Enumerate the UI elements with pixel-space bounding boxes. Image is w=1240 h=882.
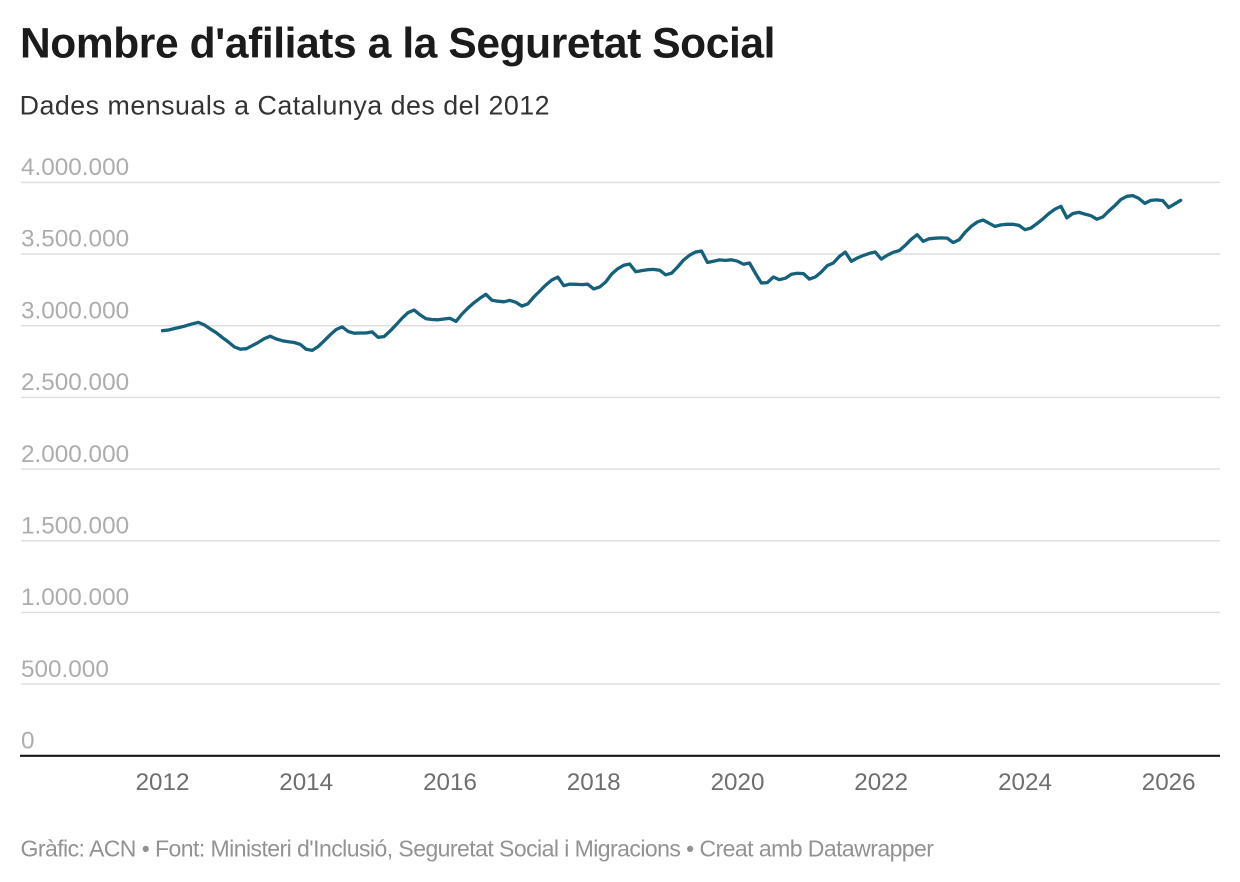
svg-text:Dades mensuals a Catalunya des: Dades mensuals a Catalunya des del 2012: [20, 91, 550, 121]
svg-text:2014: 2014: [279, 769, 333, 796]
svg-text:2018: 2018: [567, 769, 621, 796]
svg-text:3.500.000: 3.500.000: [21, 226, 129, 253]
svg-text:2.000.000: 2.000.000: [21, 441, 129, 468]
svg-text:500.000: 500.000: [21, 656, 109, 683]
svg-text:4.000.000: 4.000.000: [21, 154, 129, 181]
svg-text:2026: 2026: [1142, 769, 1196, 796]
svg-text:Nombre d'afiliats a la Seguret: Nombre d'afiliats a la Seguretat Social: [20, 21, 775, 68]
svg-text:3.000.000: 3.000.000: [21, 297, 129, 324]
svg-text:1.000.000: 1.000.000: [21, 584, 129, 611]
svg-text:2016: 2016: [423, 769, 477, 796]
svg-text:Gràfic: ACN • Font: Ministeri: Gràfic: ACN • Font: Ministeri d'Inclusió…: [21, 836, 935, 862]
svg-text:2024: 2024: [998, 769, 1052, 796]
svg-text:2012: 2012: [136, 769, 190, 796]
svg-text:2022: 2022: [854, 769, 908, 796]
svg-text:2.500.000: 2.500.000: [21, 369, 129, 396]
svg-text:2020: 2020: [711, 769, 765, 796]
svg-text:0: 0: [21, 728, 35, 755]
svg-text:1.500.000: 1.500.000: [21, 513, 129, 540]
